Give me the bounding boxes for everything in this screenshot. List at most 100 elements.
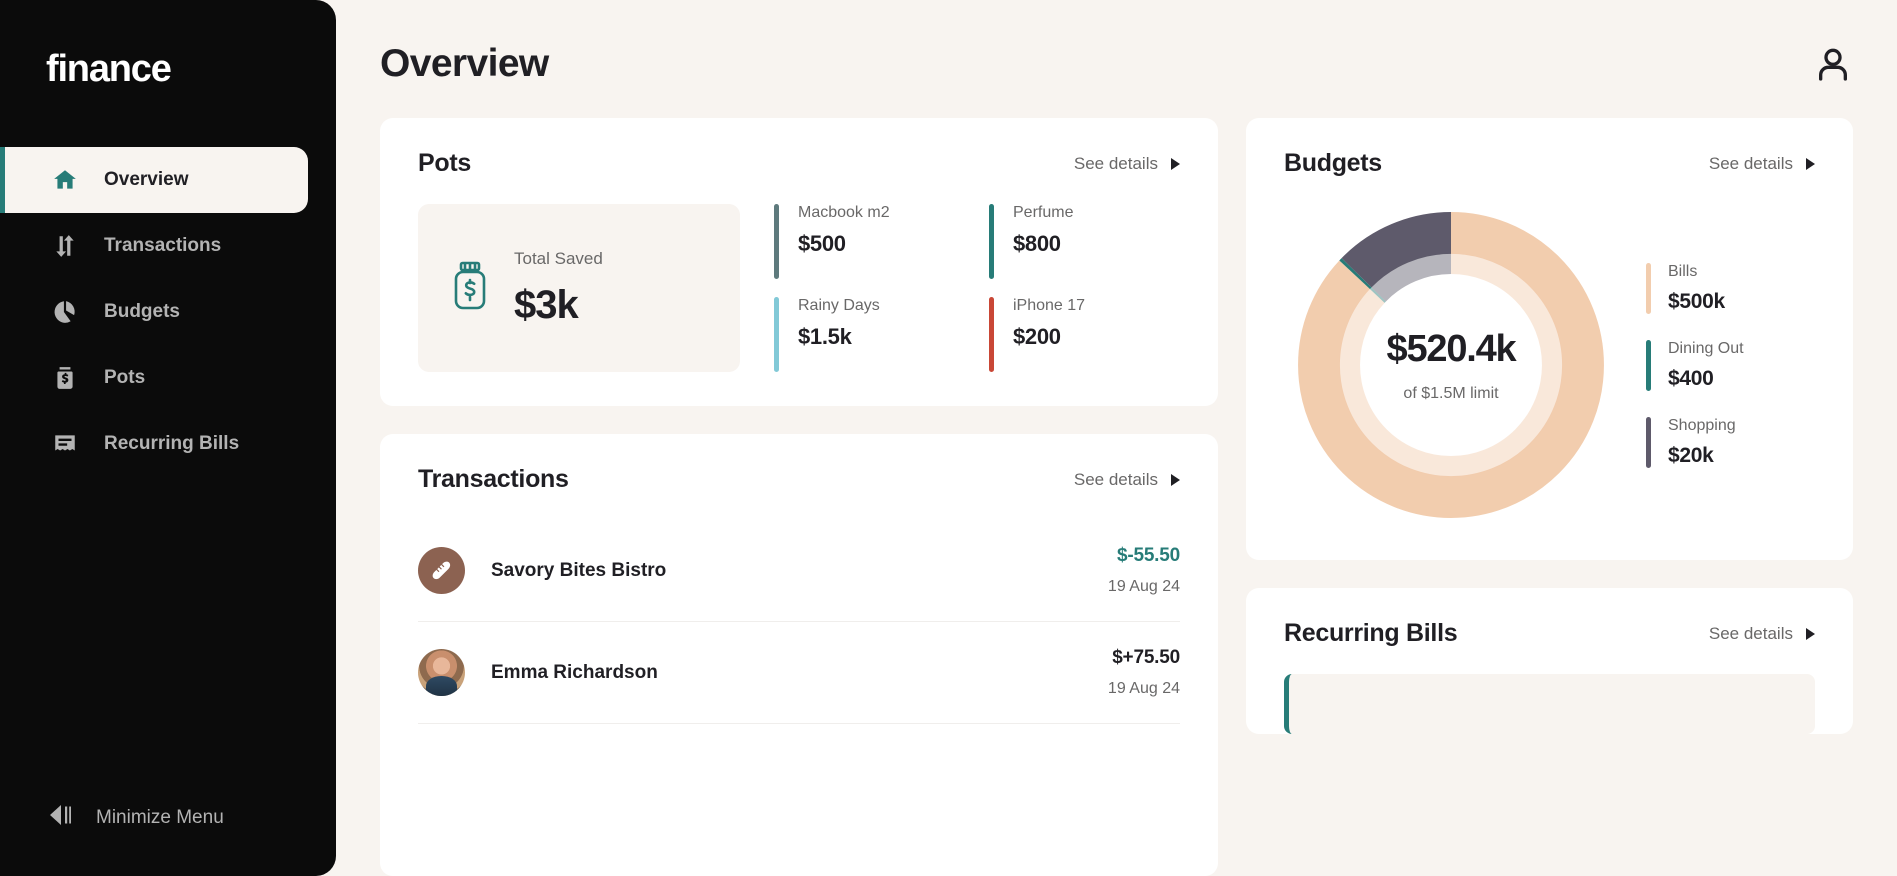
pot-item[interactable]: Rainy Days $1.5k — [774, 297, 965, 372]
sidebar-item-overview[interactable]: Overview — [0, 147, 308, 213]
arrow-left-collapse-icon — [48, 804, 74, 832]
recurring-bills-card-title: Recurring Bills — [1284, 619, 1458, 647]
page-header: Overview — [380, 42, 1853, 86]
pot-amount: $1.5k — [798, 324, 852, 349]
chevron-right-icon — [1806, 627, 1815, 640]
pots-see-details-link[interactable]: See details — [1074, 154, 1180, 174]
legend-amount: $500k — [1668, 289, 1725, 313]
app-logo: finance — [46, 48, 172, 90]
pots-card: Pots See details — [380, 118, 1218, 406]
transactions-card-header: Transactions See details — [418, 465, 1180, 494]
minimize-menu-button[interactable]: Minimize Menu — [0, 782, 336, 854]
pot-amount: $200 — [1013, 324, 1061, 349]
sidebar-item-recurring-bills[interactable]: Recurring Bills — [0, 411, 308, 477]
legend-label: Bills — [1668, 262, 1698, 280]
legend-item[interactable]: Dining Out $400 — [1646, 339, 1815, 391]
bread-icon-avatar — [418, 547, 465, 594]
legend-label: Shopping — [1668, 416, 1736, 434]
recurring-bills-card-header: Recurring Bills See details — [1284, 619, 1815, 648]
minimize-menu-label: Minimize Menu — [96, 807, 224, 828]
legend-label: Dining Out — [1668, 339, 1744, 357]
page-title: Overview — [380, 42, 549, 85]
pot-color-bar — [774, 204, 779, 279]
user-icon[interactable] — [1813, 44, 1853, 84]
chevron-right-icon — [1171, 473, 1180, 486]
pot-item[interactable]: Perfume $800 — [989, 204, 1180, 279]
see-details-label: See details — [1073, 153, 1158, 173]
table-row[interactable]: Savory Bites Bistro $-55.50 19 Aug 24 — [418, 520, 1180, 622]
sidebar-item-label: Overview — [104, 169, 189, 190]
pot-name: Macbook m2 — [798, 204, 890, 221]
total-saved-value: $3k — [514, 282, 579, 327]
pot-item[interactable]: iPhone 17 $200 — [989, 297, 1180, 372]
transactions-card-title: Transactions — [418, 465, 569, 493]
total-saved-label: Total Saved — [514, 248, 603, 268]
transaction-date: 19 Aug 24 — [1107, 578, 1180, 595]
transactions-card: Transactions See details Savory Bites Bi… — [380, 434, 1218, 876]
legend-color-bar — [1646, 416, 1651, 468]
pie-chart-icon — [52, 299, 78, 325]
left-column: Pots See details — [380, 118, 1218, 876]
recurring-bills-see-details-link[interactable]: See details — [1709, 624, 1815, 644]
legend-color-bar — [1646, 339, 1651, 391]
legend-amount: $20k — [1668, 443, 1714, 467]
see-details-label: See details — [1073, 469, 1158, 489]
transaction-values: $-55.50 19 Aug 24 — [1108, 545, 1180, 596]
home-icon — [52, 167, 78, 193]
sidebar-spacer — [0, 477, 336, 782]
total-saved-tile: Total Saved $3k — [418, 204, 740, 372]
sidebar-item-pots[interactable]: Pots — [0, 345, 308, 411]
transaction-date: 19 Aug 24 — [1107, 680, 1180, 697]
chevron-right-icon — [1171, 157, 1180, 170]
sidebar: finance Overview Transactions Budgets Po… — [0, 0, 336, 876]
sidebar-item-label: Pots — [104, 367, 146, 388]
total-saved-text: Total Saved $3k — [514, 249, 603, 328]
table-row[interactable]: Emma Richardson $+75.50 19 Aug 24 — [418, 622, 1180, 724]
see-details-label: See details — [1708, 153, 1793, 173]
pot-item[interactable]: Macbook m2 $500 — [774, 204, 965, 279]
budgets-card-title: Budgets — [1284, 149, 1382, 177]
see-details-label: See details — [1708, 623, 1793, 643]
jar-icon — [52, 365, 78, 391]
pot-amount: $500 — [798, 231, 846, 256]
sidebar-item-label: Recurring Bills — [104, 433, 240, 454]
sidebar-item-label: Budgets — [104, 301, 180, 322]
pot-amount: $800 — [1013, 231, 1061, 256]
pots-body: Total Saved $3k Macbook m2 $500 — [418, 204, 1180, 372]
dashboard-columns: Pots See details — [380, 118, 1853, 876]
main-content: Overview Pots See details — [336, 0, 1897, 876]
chevron-right-icon — [1806, 157, 1815, 170]
photo-avatar — [418, 649, 465, 696]
pot-color-bar — [989, 297, 994, 372]
donut-svg — [1298, 212, 1604, 518]
pot-name: iPhone 17 — [1013, 297, 1086, 314]
transaction-name: Emma Richardson — [491, 661, 658, 683]
sidebar-item-transactions[interactable]: Transactions — [0, 213, 308, 279]
pot-name: Rainy Days — [798, 297, 880, 314]
pot-color-bar — [774, 297, 779, 372]
legend-item[interactable]: Shopping $20k — [1646, 416, 1815, 468]
budgets-body: $520.4k of $1.5M limit Bills $500k — [1284, 204, 1815, 526]
budgets-legend: Bills $500k Dining Out $400 — [1632, 262, 1815, 468]
recurring-bill-row[interactable] — [1284, 674, 1815, 734]
legend-amount: $400 — [1668, 366, 1714, 390]
pot-jar-icon — [448, 260, 492, 317]
sidebar-item-budgets[interactable]: Budgets — [0, 279, 308, 345]
sidebar-item-label: Transactions — [104, 235, 222, 256]
legend-item[interactable]: Bills $500k — [1646, 262, 1815, 314]
sidebar-nav: Overview Transactions Budgets Pots Recur — [0, 147, 336, 477]
legend-color-bar — [1646, 262, 1651, 314]
budgets-card: Budgets See details — [1246, 118, 1853, 560]
transactions-see-details-link[interactable]: See details — [1074, 470, 1180, 490]
pots-card-header: Pots See details — [418, 149, 1180, 178]
budgets-donut-chart: $520.4k of $1.5M limit — [1290, 204, 1612, 526]
pots-list: Macbook m2 $500 Perfume $800 — [774, 204, 1180, 372]
right-column: Budgets See details — [1246, 118, 1853, 876]
receipt-icon — [52, 431, 78, 457]
budgets-card-header: Budgets See details — [1284, 149, 1815, 178]
pot-color-bar — [989, 204, 994, 279]
transaction-name: Savory Bites Bistro — [491, 559, 667, 581]
recurring-bills-card: Recurring Bills See details — [1246, 588, 1853, 734]
budgets-see-details-link[interactable]: See details — [1709, 154, 1815, 174]
transfer-arrows-icon — [52, 233, 78, 259]
